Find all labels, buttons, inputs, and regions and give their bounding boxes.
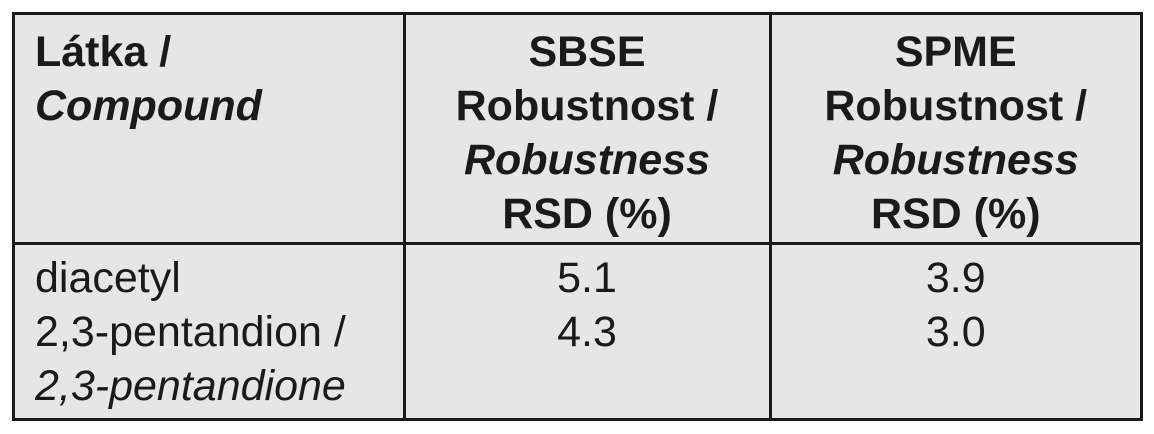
- spme-value-diacetyl: 3.9: [925, 253, 986, 302]
- compound-pentandione-en: 2,3-pentandione: [35, 361, 346, 410]
- header-spme-robustness-cz: Robustnost /: [824, 82, 1088, 130]
- header-spme: SPME Robustnost / Robustness RSD (%): [768, 15, 1140, 245]
- spme-cell: 3.9 3.0: [768, 241, 1140, 418]
- sbse-value-pentandione: 4.3: [557, 307, 617, 356]
- header-spme-robustness-en: Robustness: [832, 136, 1079, 184]
- robustness-table: Látka / Compound SBSE Robustnost / Robus…: [15, 15, 1140, 418]
- sbse-cell: 5.1 4.3: [402, 241, 772, 418]
- compound-diacetyl: diacetyl: [35, 253, 181, 302]
- data-table-container: Látka / Compound SBSE Robustnost / Robus…: [12, 12, 1143, 421]
- header-spme-unit: RSD (%): [870, 190, 1041, 238]
- compound-cell: diacetyl 2,3-pentandion / 2,3-pentandion…: [15, 241, 406, 418]
- header-row: Látka / Compound SBSE Robustnost / Robus…: [15, 15, 1140, 245]
- header-sbse-robustness-cz: Robustnost /: [455, 82, 719, 130]
- compound-pentandion-cz: 2,3-pentandion /: [35, 307, 346, 356]
- header-compound: Látka / Compound: [15, 15, 406, 245]
- header-sbse-method: SBSE: [528, 28, 646, 76]
- body-row: diacetyl 2,3-pentandion / 2,3-pentandion…: [15, 241, 1140, 418]
- spme-value-pentandione: 3.0: [925, 307, 986, 356]
- header-sbse-unit: RSD (%): [502, 190, 672, 238]
- header-sbse-robustness-en: Robustness: [463, 136, 711, 184]
- header-compound-en: Compound: [35, 82, 262, 130]
- header-spme-method: SPME: [894, 28, 1017, 76]
- header-sbse: SBSE Robustnost / Robustness RSD (%): [402, 15, 772, 245]
- header-compound-cz: Látka /: [35, 28, 172, 76]
- sbse-value-diacetyl: 5.1: [557, 253, 617, 302]
